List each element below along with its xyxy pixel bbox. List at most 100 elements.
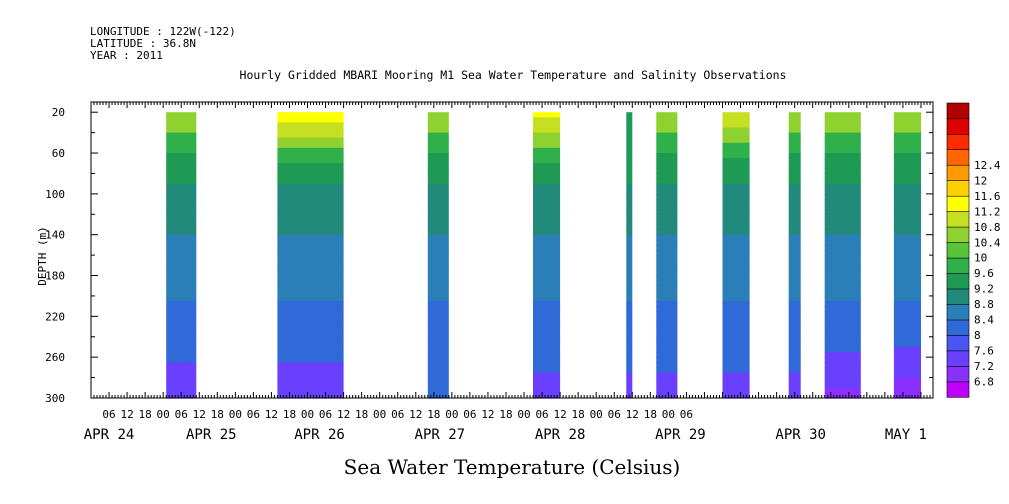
contour-band — [788, 168, 801, 174]
x-tick-label: 12 — [193, 408, 206, 421]
contour-band — [427, 377, 449, 384]
contour-band — [788, 117, 801, 123]
contour-band — [656, 326, 678, 333]
contour-band — [626, 387, 633, 394]
contour-band — [533, 382, 561, 389]
contour-band — [277, 295, 344, 302]
contour-band — [626, 137, 633, 144]
contour-band — [788, 321, 801, 328]
contour-band — [277, 147, 344, 154]
contour-band — [427, 168, 449, 174]
contour-band — [656, 229, 678, 236]
colorbar-label: 10 — [974, 252, 987, 265]
contour-band — [427, 326, 449, 333]
contour-band — [893, 270, 921, 277]
x-tick-label: 18 — [572, 408, 585, 421]
contour-band — [788, 163, 801, 169]
contour-band — [788, 199, 801, 205]
contour-band — [656, 153, 678, 159]
contour-band — [824, 193, 861, 200]
colorbar-swatch — [946, 272, 970, 290]
contour-band — [626, 112, 633, 118]
contour-band — [427, 357, 449, 363]
contour-band — [626, 255, 633, 261]
contour-band — [626, 367, 633, 374]
contour-band — [533, 347, 561, 353]
contour-band — [626, 372, 633, 379]
contour-band — [626, 326, 633, 333]
contour-band — [722, 331, 750, 338]
contour-band — [788, 260, 801, 266]
contour-band — [533, 122, 561, 129]
contour-band — [824, 168, 861, 174]
plot-border — [90, 101, 934, 399]
x-date-label: APR 25 — [186, 427, 237, 443]
contour-band — [722, 311, 750, 317]
contour-band — [722, 326, 750, 333]
x-tick-label: 12 — [265, 408, 278, 421]
contour-band — [824, 331, 861, 338]
contour-band — [427, 132, 449, 139]
contour-band — [533, 255, 561, 261]
contour-band — [656, 163, 678, 169]
contour-band — [626, 357, 633, 363]
contour-band — [427, 392, 449, 399]
contour-band — [656, 331, 678, 338]
data-segment — [166, 112, 197, 399]
contour-band — [427, 347, 449, 353]
contour-band — [788, 280, 801, 287]
contour-band — [824, 352, 861, 358]
colorbar: 6.8 7.2 7.6 8 8.4 8.8 9.2 9.6 10 10.4 10.8 11.2 11.6… — [946, 102, 1001, 398]
y-tick-label: 220 — [45, 310, 65, 323]
contour-band — [722, 183, 750, 190]
contour-band — [166, 112, 197, 118]
contour-band — [277, 321, 344, 328]
contour-band — [788, 377, 801, 384]
contour-band — [722, 158, 750, 164]
contour-band — [656, 147, 678, 154]
x-date-label: APR 28 — [535, 427, 586, 443]
contour-band — [824, 127, 861, 134]
y-axis: 20 60 100 140 180 220 260 300 — [45, 106, 933, 405]
contour-band — [722, 193, 750, 200]
contour-band — [788, 306, 801, 312]
contour-band — [893, 326, 921, 333]
contour-band — [277, 255, 344, 261]
contour-band — [427, 265, 449, 271]
contour-band — [533, 377, 561, 384]
contour-band — [533, 127, 561, 134]
contour-band — [427, 142, 449, 149]
contour-band — [824, 219, 861, 226]
contour-band — [533, 362, 561, 368]
contour-band — [166, 234, 197, 241]
contour-band — [824, 377, 861, 384]
contour-band — [533, 357, 561, 363]
contour-band — [824, 382, 861, 389]
contour-band — [533, 188, 561, 195]
contour-band — [533, 234, 561, 241]
contour-band — [824, 275, 861, 282]
contour-band — [722, 316, 750, 322]
contour-band — [788, 336, 801, 343]
contour-band — [722, 285, 750, 292]
contour-band — [824, 244, 861, 251]
contour-band — [166, 275, 197, 282]
contour-band — [166, 311, 197, 317]
colorbar-label: 12 — [974, 174, 987, 187]
contour-band — [533, 295, 561, 302]
contour-band — [277, 265, 344, 271]
contour-band — [722, 209, 750, 215]
contour-band — [656, 158, 678, 164]
contour-band — [277, 229, 344, 236]
contour-band — [656, 352, 678, 358]
contour-band — [788, 357, 801, 363]
colorbar-label: 10.4 — [974, 236, 1001, 249]
contour-band — [824, 311, 861, 317]
contour-band — [166, 219, 197, 226]
contour-band — [626, 153, 633, 159]
contour-band — [788, 147, 801, 154]
contour-band — [626, 214, 633, 220]
contour-band — [533, 178, 561, 185]
contour-band — [788, 367, 801, 374]
contour-band — [427, 163, 449, 169]
